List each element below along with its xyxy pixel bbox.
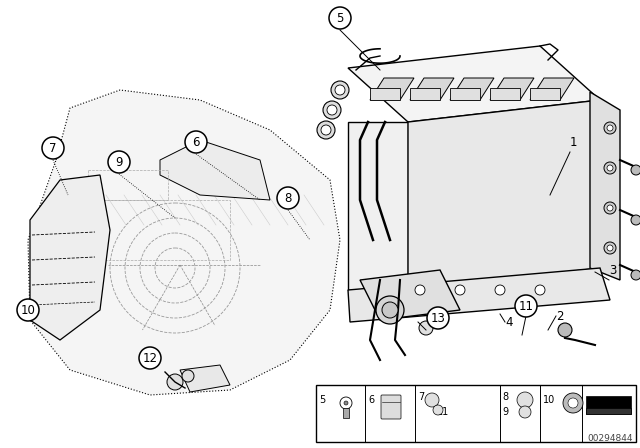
Bar <box>100 200 230 260</box>
Text: 6: 6 <box>368 395 374 405</box>
Polygon shape <box>30 175 110 340</box>
Circle shape <box>108 151 130 173</box>
Text: 5: 5 <box>336 12 344 25</box>
Circle shape <box>568 398 578 408</box>
Circle shape <box>344 401 348 405</box>
Text: 11: 11 <box>518 300 534 313</box>
Text: 10: 10 <box>20 303 35 316</box>
Circle shape <box>331 81 349 99</box>
Polygon shape <box>530 78 574 100</box>
Circle shape <box>139 347 161 369</box>
Circle shape <box>433 317 443 327</box>
Text: 13: 13 <box>431 311 445 324</box>
Polygon shape <box>590 92 620 280</box>
FancyBboxPatch shape <box>381 395 401 419</box>
Circle shape <box>382 302 398 318</box>
Polygon shape <box>348 268 610 322</box>
Circle shape <box>604 122 616 134</box>
Circle shape <box>604 202 616 214</box>
Circle shape <box>277 187 299 209</box>
Circle shape <box>607 205 613 211</box>
Text: 3: 3 <box>609 263 616 276</box>
Circle shape <box>563 393 583 413</box>
Text: 9: 9 <box>502 407 508 417</box>
Text: 7: 7 <box>49 142 57 155</box>
Circle shape <box>535 285 545 295</box>
Circle shape <box>607 245 613 251</box>
Circle shape <box>631 165 640 175</box>
Circle shape <box>607 165 613 171</box>
Circle shape <box>42 137 64 159</box>
Text: 11: 11 <box>437 407 449 417</box>
Circle shape <box>167 374 183 390</box>
Circle shape <box>415 285 425 295</box>
Text: 7: 7 <box>418 392 424 402</box>
Circle shape <box>335 85 345 95</box>
Circle shape <box>604 242 616 254</box>
Circle shape <box>376 296 404 324</box>
Polygon shape <box>370 78 414 100</box>
Text: 8: 8 <box>284 191 292 204</box>
Text: 8: 8 <box>502 392 508 402</box>
Circle shape <box>517 392 533 408</box>
Polygon shape <box>348 46 600 122</box>
Circle shape <box>185 131 207 153</box>
Circle shape <box>317 121 335 139</box>
Polygon shape <box>28 90 340 395</box>
Circle shape <box>425 393 439 407</box>
Circle shape <box>455 285 465 295</box>
Polygon shape <box>490 88 520 100</box>
Circle shape <box>495 285 505 295</box>
Bar <box>88 170 168 200</box>
Circle shape <box>604 162 616 174</box>
Polygon shape <box>450 88 480 100</box>
Circle shape <box>519 406 531 418</box>
Polygon shape <box>180 365 230 392</box>
Bar <box>586 408 631 414</box>
Polygon shape <box>530 88 560 100</box>
Circle shape <box>631 270 640 280</box>
Polygon shape <box>450 78 494 100</box>
Circle shape <box>631 215 640 225</box>
Polygon shape <box>408 100 600 290</box>
Bar <box>586 396 631 414</box>
Polygon shape <box>490 78 534 100</box>
Circle shape <box>607 125 613 131</box>
Text: 9: 9 <box>115 155 123 168</box>
Polygon shape <box>360 270 460 320</box>
Text: 00294844: 00294844 <box>588 434 633 443</box>
Circle shape <box>329 7 351 29</box>
Text: 12: 12 <box>143 352 157 365</box>
Text: 4: 4 <box>505 315 513 328</box>
Polygon shape <box>348 122 408 290</box>
Polygon shape <box>160 140 270 200</box>
Circle shape <box>558 323 572 337</box>
Circle shape <box>340 397 352 409</box>
Circle shape <box>323 101 341 119</box>
Circle shape <box>433 405 443 415</box>
Polygon shape <box>410 88 440 100</box>
Text: 5: 5 <box>319 395 325 405</box>
Text: 10: 10 <box>543 395 556 405</box>
Circle shape <box>182 370 194 382</box>
Circle shape <box>427 307 449 329</box>
Polygon shape <box>370 88 400 100</box>
Circle shape <box>419 321 433 335</box>
Circle shape <box>17 299 39 321</box>
Polygon shape <box>410 78 454 100</box>
Circle shape <box>321 125 331 135</box>
Text: 6: 6 <box>192 135 200 148</box>
Text: 2: 2 <box>556 310 563 323</box>
Circle shape <box>515 295 537 317</box>
Circle shape <box>327 105 337 115</box>
Text: 1: 1 <box>570 135 577 148</box>
Bar <box>343 408 349 418</box>
Bar <box>316 385 636 442</box>
